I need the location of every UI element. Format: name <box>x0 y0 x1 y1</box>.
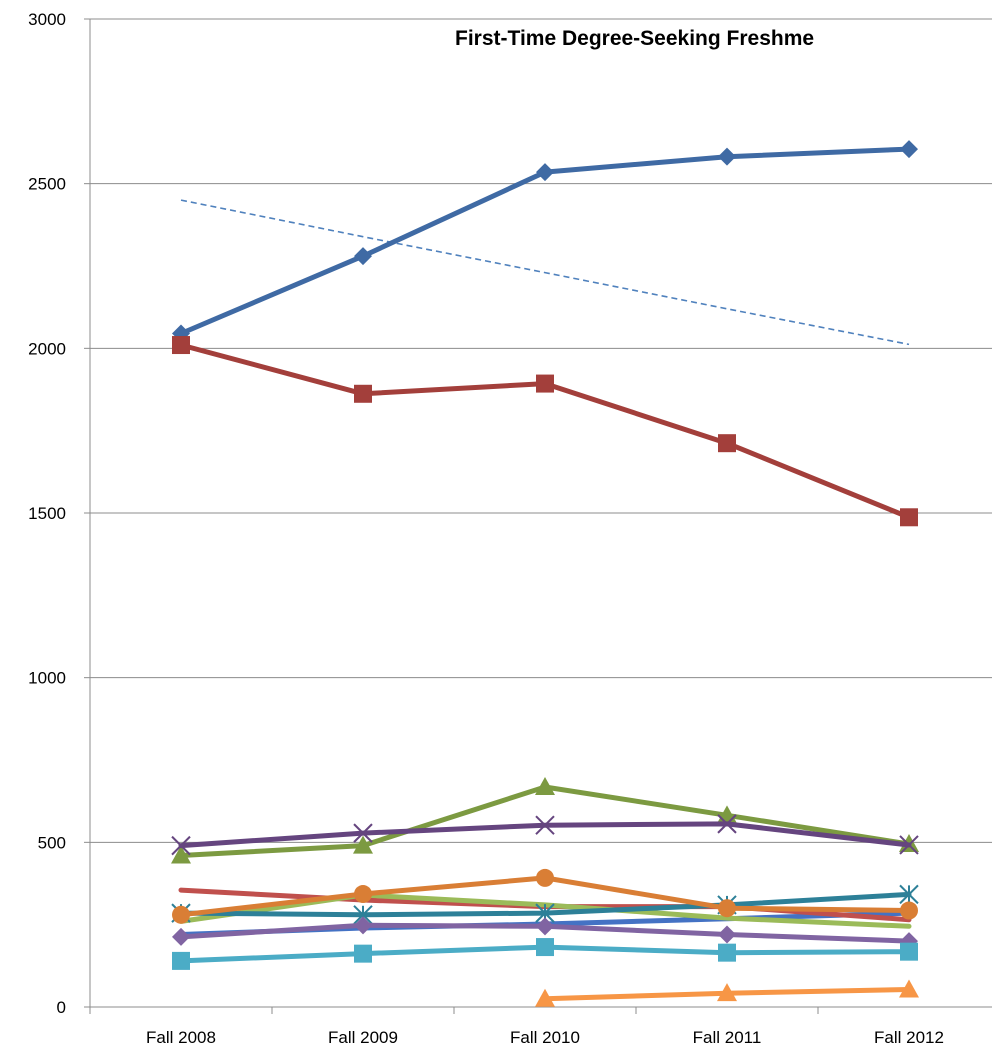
data-point-diamond <box>900 140 918 159</box>
data-point-circle <box>718 899 736 918</box>
data-point-circle <box>354 885 372 904</box>
data-point-x <box>353 823 373 843</box>
data-point-square <box>354 384 372 403</box>
data-point-triangle <box>535 988 555 1007</box>
data-point-triangle <box>899 979 919 998</box>
data-point-square <box>536 938 554 957</box>
y-tick-label: 2000 <box>28 339 66 358</box>
chart-title: First-Time Degree-Seeking Freshme <box>455 27 814 50</box>
series-line <box>178 784 912 858</box>
data-point-circle <box>900 901 918 920</box>
data-point-x <box>171 835 191 856</box>
data-point-diamond <box>354 916 372 935</box>
data-point-square <box>718 434 736 453</box>
data-point-diamond <box>718 925 736 944</box>
data-point-square <box>900 942 918 961</box>
data-point-square <box>354 944 372 963</box>
trendline <box>180 199 910 346</box>
x-tick-label: Fall 2009 <box>328 1028 398 1047</box>
series-2 <box>172 336 918 527</box>
data-point-diamond <box>536 917 554 936</box>
data-point-star <box>899 884 919 905</box>
data-point-square <box>718 943 736 962</box>
axes <box>84 18 992 1014</box>
y-tick-labels: 0 500 1000 1500 2000 2500 3000 <box>28 10 66 1017</box>
x-tick-label: Fall 2008 <box>146 1028 216 1047</box>
data-point-triangle <box>535 777 555 796</box>
x-tick-labels: Fall 2008 Fall 2009 Fall 2010 Fall 2011 Fall… <box>146 1028 944 1047</box>
y-tick-label: 0 <box>57 998 66 1017</box>
series-line <box>178 342 912 520</box>
series-3 <box>171 777 919 864</box>
data-point-diamond <box>172 927 190 946</box>
data-point-triangle <box>171 845 191 864</box>
x-tick-label: Fall 2012 <box>874 1028 944 1047</box>
y-tick-label: 1500 <box>28 504 66 523</box>
x-tick-label: Fall 2010 <box>510 1028 580 1047</box>
data-point-diamond <box>536 163 554 182</box>
y-tick-label: 500 <box>38 833 66 852</box>
series-12 <box>535 979 919 1007</box>
series-11 <box>172 938 918 970</box>
data-point-x <box>535 815 555 835</box>
data-point-circle <box>172 905 190 924</box>
data-point-diamond <box>718 147 736 166</box>
data-point-x <box>899 835 919 855</box>
y-tick-label: 2500 <box>28 175 66 194</box>
y-tick-label: 1000 <box>28 669 66 688</box>
series-10 <box>172 916 918 951</box>
data-point-square <box>900 508 918 527</box>
x-tick-label: Fall 2011 <box>693 1028 762 1047</box>
series-1 <box>172 140 918 343</box>
series-6 <box>172 868 918 924</box>
data-point-square <box>536 374 554 393</box>
data-point-x <box>717 814 737 834</box>
gridlines <box>90 18 992 843</box>
data-point-triangle <box>717 983 737 1002</box>
data-point-diamond <box>354 247 372 266</box>
data-point-circle <box>536 868 554 887</box>
series-layer <box>171 140 919 1007</box>
series-4 <box>171 814 919 856</box>
y-tick-label: 3000 <box>28 10 66 29</box>
data-point-square <box>172 951 190 970</box>
data-point-square <box>172 336 190 355</box>
data-point-triangle <box>353 835 373 854</box>
trendline-layer <box>180 199 910 346</box>
